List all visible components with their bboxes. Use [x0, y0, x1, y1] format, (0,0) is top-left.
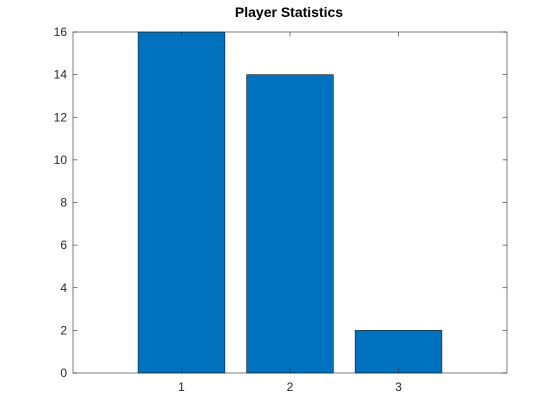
- y-tick-label: 8: [60, 196, 67, 210]
- y-tick-label: 12: [54, 110, 68, 124]
- y-tick-label: 0: [60, 366, 67, 380]
- y-tick-label: 6: [60, 238, 67, 252]
- x-tick-label: 3: [395, 380, 402, 394]
- bar-1: [137, 31, 226, 374]
- y-tick-label: 4: [60, 281, 67, 295]
- x-tick-label: 2: [287, 380, 294, 394]
- ticks-layer: [73, 31, 507, 374]
- y-tick-label: 2: [60, 323, 67, 337]
- y-tick-label: 14: [54, 68, 68, 82]
- x-tick-label: 1: [178, 380, 185, 394]
- y-tick-label: 10: [54, 153, 68, 167]
- chart-title: Player Statistics: [235, 4, 343, 20]
- bars-layer: [137, 31, 443, 374]
- y-tick-label: 16: [54, 25, 68, 39]
- bar-3: [354, 330, 443, 374]
- bar-2: [246, 74, 334, 374]
